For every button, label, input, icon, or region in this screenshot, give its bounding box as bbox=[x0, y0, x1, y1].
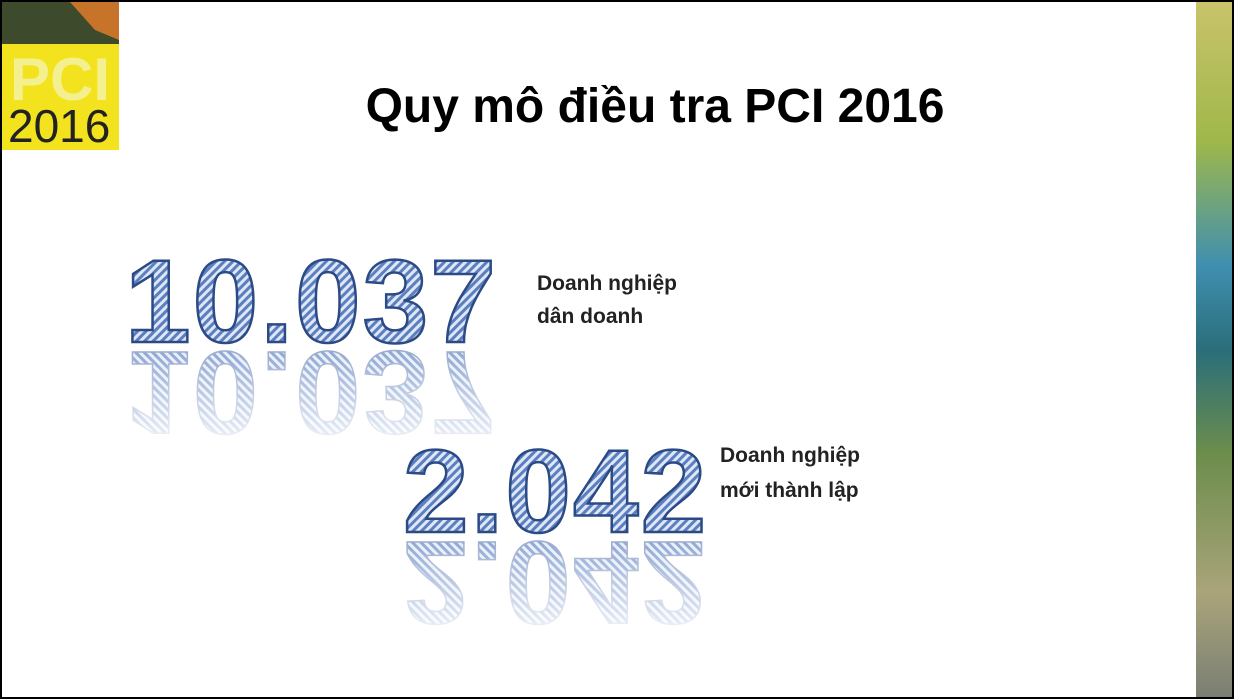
stat-number-reflection: 10.037 bbox=[125, 326, 498, 458]
logo-top: PCI bbox=[10, 46, 110, 113]
stat-number: 10.037 bbox=[125, 236, 498, 368]
label-line: dân doanh bbox=[537, 305, 643, 328]
stat-number: 2.042 bbox=[403, 426, 708, 558]
stat-label: Doanh nghiệp mới thành lập bbox=[720, 444, 866, 502]
label-line: mới thành lập bbox=[720, 479, 859, 502]
stat-1: 10.037 10.037 Doanh nghiệp dân doanh bbox=[124, 235, 683, 459]
title: Quy mô điều tra PCI 2016 bbox=[366, 80, 945, 133]
logo: PCI 2016 bbox=[2, 2, 119, 152]
stat-2: 2.042 2.042 Doanh nghiệp mới thành lập bbox=[402, 425, 866, 649]
stat-number-reflection: 2.042 bbox=[403, 516, 708, 648]
label-line: Doanh nghiệp bbox=[720, 444, 860, 467]
logo-bottom: 2016 bbox=[8, 100, 110, 152]
label-line: Doanh nghiệp bbox=[537, 272, 677, 295]
stat-label: Doanh nghiệp dân doanh bbox=[537, 272, 683, 328]
side-painting bbox=[1196, 2, 1232, 697]
